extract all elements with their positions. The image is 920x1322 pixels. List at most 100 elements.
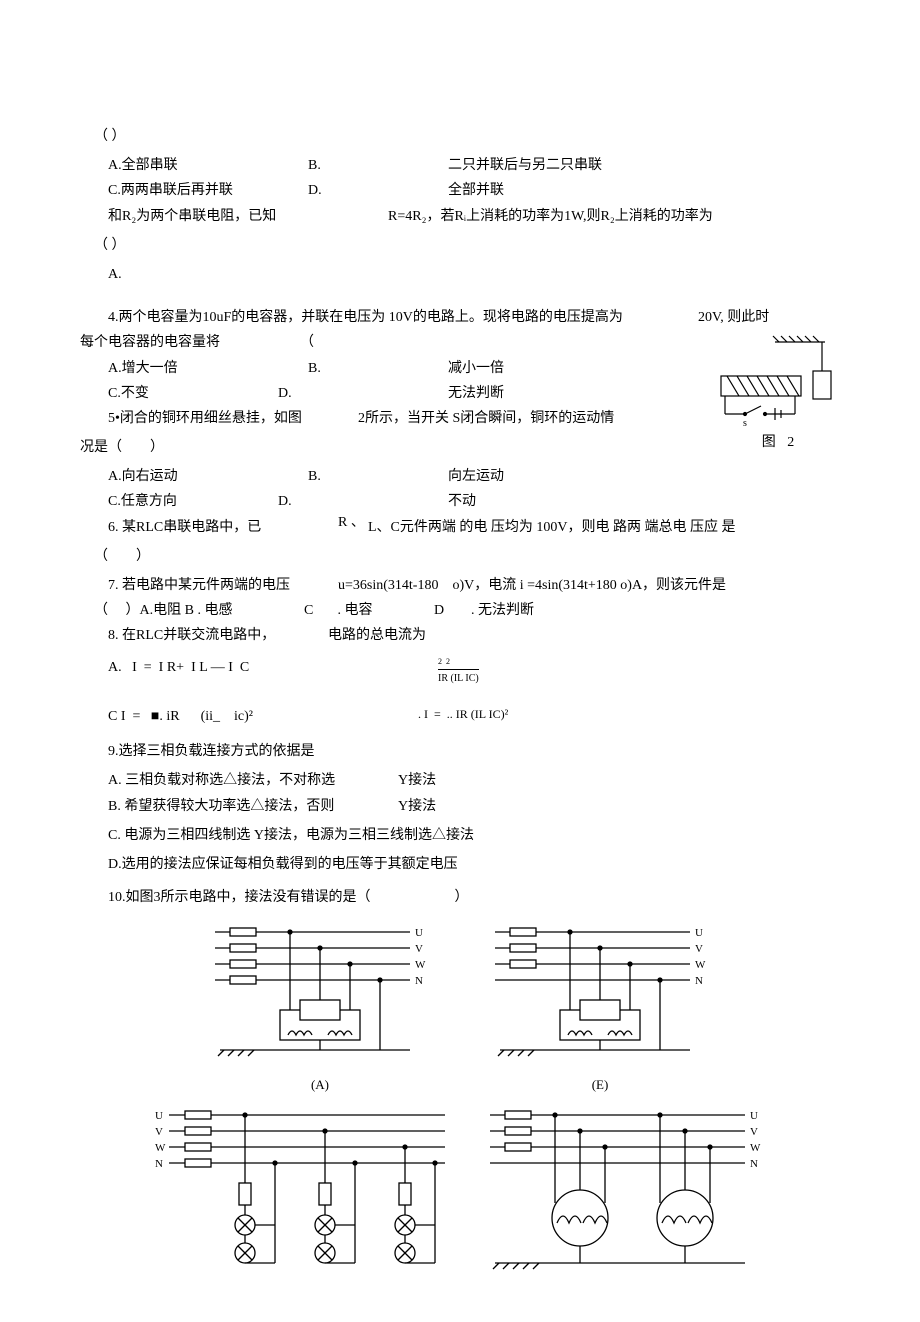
q7-optC-text: . 电容 — [334, 598, 434, 623]
q5-optA: A.向右运动 — [108, 464, 308, 489]
q8-optA-row: A. I = I R+ I L — I C 2 2 IR (IL IC) — [80, 655, 840, 688]
q6-right: L、C元件两端 的电 压均为 100V，则电 路两 端总电 压应 是 — [368, 515, 736, 540]
figure-2-svg: s — [715, 336, 845, 426]
q9-optA-right: Y接法 — [398, 768, 436, 793]
q7-optD-label: D — [434, 598, 464, 623]
q3-options: A. — [80, 262, 840, 287]
q5-options-row1: A.向右运动 B. 向左运动 — [80, 464, 840, 489]
q4-l2: 每个电容器的电容量将 — [80, 330, 300, 355]
q4-optC: C.不变 — [108, 381, 278, 406]
q3-line1: 和R₂为两个串联电阻，已知 R=4R₂，若Rᵢ上消耗的功率为1W,则R₂上消耗的… — [80, 204, 840, 229]
q8-stem-left: 8. 在RLC并联交流电路中， — [108, 623, 328, 648]
q5-optD-label: D. — [278, 489, 448, 514]
q8-optA: A. I = I R+ I L — I C — [108, 655, 438, 688]
q8-optC-right: . I = .. IR (IL IC)² — [418, 704, 508, 729]
q2-paren: （ ） — [80, 124, 840, 149]
q2-optD-label: D. — [308, 178, 448, 203]
q8-sqA: 2 2 IR (IL IC) — [438, 655, 479, 688]
svg-text:N: N — [415, 975, 423, 987]
figure-2-label: 图 2 — [710, 430, 850, 455]
q9-optB: B. 希望获得较大功率选△接法，否则 Y接法 — [80, 794, 840, 819]
q4-stem-left: 4.两个电容量为10uF的电容器，并联在电压为 10V的电路上。现将电路的电压提… — [108, 305, 698, 330]
circuit-A-svg: U V W N — [210, 920, 430, 1060]
q9-stem: 9.选择三相负载连接方式的依据是 — [80, 739, 840, 764]
q2-options-row2: C.两两串联后再并联 D. 全部并联 — [80, 178, 840, 203]
q8-stem-right: 电路的总电流为 — [328, 623, 426, 648]
svg-text:W: W — [695, 959, 706, 971]
q6-paren: （ ） — [80, 544, 840, 569]
q7-optC-label: C — [304, 598, 334, 623]
q9-optA: A. 三相负载对称选△接法，不对称选 Y接法 — [80, 768, 840, 793]
svg-text:V: V — [415, 943, 423, 955]
q5-optC: C.任意方向 — [108, 489, 278, 514]
q5-options-row2: C.任意方向 D. 不动 — [80, 489, 840, 514]
q3-l1-right: R=4R₂，若Rᵢ上消耗的功率为1W,则R₂上消耗的功率为 — [388, 204, 713, 229]
q5-optB-text: 向左运动 — [448, 464, 504, 489]
q2-options-row1: A.全部串联 B. 二只并联后与另二只串联 — [80, 153, 840, 178]
q8-sqA-top: 2 2 — [438, 655, 479, 670]
q9-optC: C. 电源为三相四线制选 Y接法，电源为三相三线制选△接法 — [80, 823, 840, 848]
q5-optD-text: 不动 — [448, 489, 476, 514]
svg-text:N: N — [750, 1158, 758, 1170]
q4-paren-open: （ — [300, 330, 314, 355]
svg-text:N: N — [695, 975, 703, 987]
svg-text:U: U — [415, 927, 423, 939]
q4-optA: A.增大一倍 — [108, 356, 308, 381]
q5-stem-left: 5•闭合的铜环用细丝悬挂，如图 — [108, 406, 358, 431]
q4-optB-text: 减小一倍 — [448, 356, 504, 381]
q7-right: u=36sin(314t-180 o)V，电流 i =4sin(314t+180… — [338, 573, 726, 598]
circuit-lamps-svg: U V W N — [155, 1103, 455, 1273]
circuit-E: U V W N — [490, 920, 710, 1105]
q7-optD-text: . 无法判断 — [464, 598, 534, 623]
q9-optD: D.选用的接法应保证每相负载得到的电压等于其额定电压 — [80, 852, 840, 877]
circuit-motors-svg: U V W N — [485, 1103, 765, 1273]
q3-optA: A. — [108, 262, 122, 287]
circuit-E-label: (E) — [490, 1073, 710, 1096]
q3-l1-left: 和R₂为两个串联电阻，已知 — [108, 204, 388, 229]
q4-stem-right: 20V, 则此时 — [698, 305, 769, 330]
circuit-motors: U V W N — [485, 1103, 765, 1282]
q4-stem: 4.两个电容量为10uF的电容器，并联在电压为 10V的电路上。现将电路的电压提… — [80, 305, 840, 330]
q7-stem: 7. 若电路中某元件两端的电压 u=36sin(314t-180 o)V，电流 … — [80, 573, 840, 598]
q9-optB-left: B. 希望获得较大功率选△接法，否则 — [108, 794, 398, 819]
q6-left: 6. 某RLC串联电路中，已 — [108, 515, 338, 540]
q8-sqA-btm: IR (IL IC) — [438, 670, 479, 688]
q10-figures: U V W N — [80, 920, 840, 1282]
q2-optA: A.全部串联 — [108, 153, 308, 178]
q7-left: 7. 若电路中某元件两端的电压 — [108, 573, 338, 598]
circuit-lamps: U V W N — [155, 1103, 455, 1282]
svg-text:V: V — [155, 1126, 163, 1138]
svg-text:U: U — [155, 1110, 163, 1122]
svg-text:U: U — [695, 927, 703, 939]
q6-stem: 6. 某RLC串联电路中，已 R 、 L、C元件两端 的电 压均为 100V，则… — [80, 515, 840, 540]
svg-text:N: N — [155, 1158, 163, 1170]
q4-optD-label: D. — [278, 381, 448, 406]
q3-paren: （ ） — [80, 233, 840, 258]
circuit-A: U V W N — [210, 920, 430, 1105]
svg-text:V: V — [750, 1126, 758, 1138]
q5-optB-label: B. — [308, 464, 448, 489]
q6-mid: R 、 — [338, 515, 368, 540]
switch-label: s — [743, 418, 747, 429]
q7-l2-left: （ ）A.电阻 B . 电感 — [94, 598, 304, 623]
q8-stem: 8. 在RLC并联交流电路中， 电路的总电流为 — [80, 623, 840, 648]
q5-stem-right: 2所示，当开关 S闭合瞬间，铜环的运动情 — [358, 406, 614, 431]
q8-optC-row: C I = ■. iR (ii_ ic)² . I = .. IR (IL IC… — [80, 704, 840, 729]
figure-2: s 图 2 — [710, 336, 850, 455]
circuit-A-label: (A) — [210, 1073, 430, 1096]
q2-optC: C.两两串联后再并联 — [108, 178, 308, 203]
svg-text:V: V — [695, 943, 703, 955]
svg-text:W: W — [155, 1142, 166, 1154]
svg-text:W: W — [750, 1142, 761, 1154]
circuit-E-svg: U V W N — [490, 920, 710, 1060]
q10-stem: 10.如图3所示电路中，接法没有错误的是（ ） — [80, 885, 840, 910]
q2-optB-text: 二只并联后与另二只串联 — [448, 153, 602, 178]
q9-optB-right: Y接法 — [398, 794, 436, 819]
q2-optB-label: B. — [308, 153, 448, 178]
q9-optA-left: A. 三相负载对称选△接法，不对称选 — [108, 768, 398, 793]
svg-text:W: W — [415, 959, 426, 971]
q7-line2: （ ）A.电阻 B . 电感 C . 电容 D . 无法判断 — [80, 598, 840, 623]
svg-text:U: U — [750, 1110, 758, 1122]
q4-optB-label: B. — [308, 356, 448, 381]
q8-optC-left: C I = ■. iR (ii_ ic)² — [108, 704, 418, 729]
